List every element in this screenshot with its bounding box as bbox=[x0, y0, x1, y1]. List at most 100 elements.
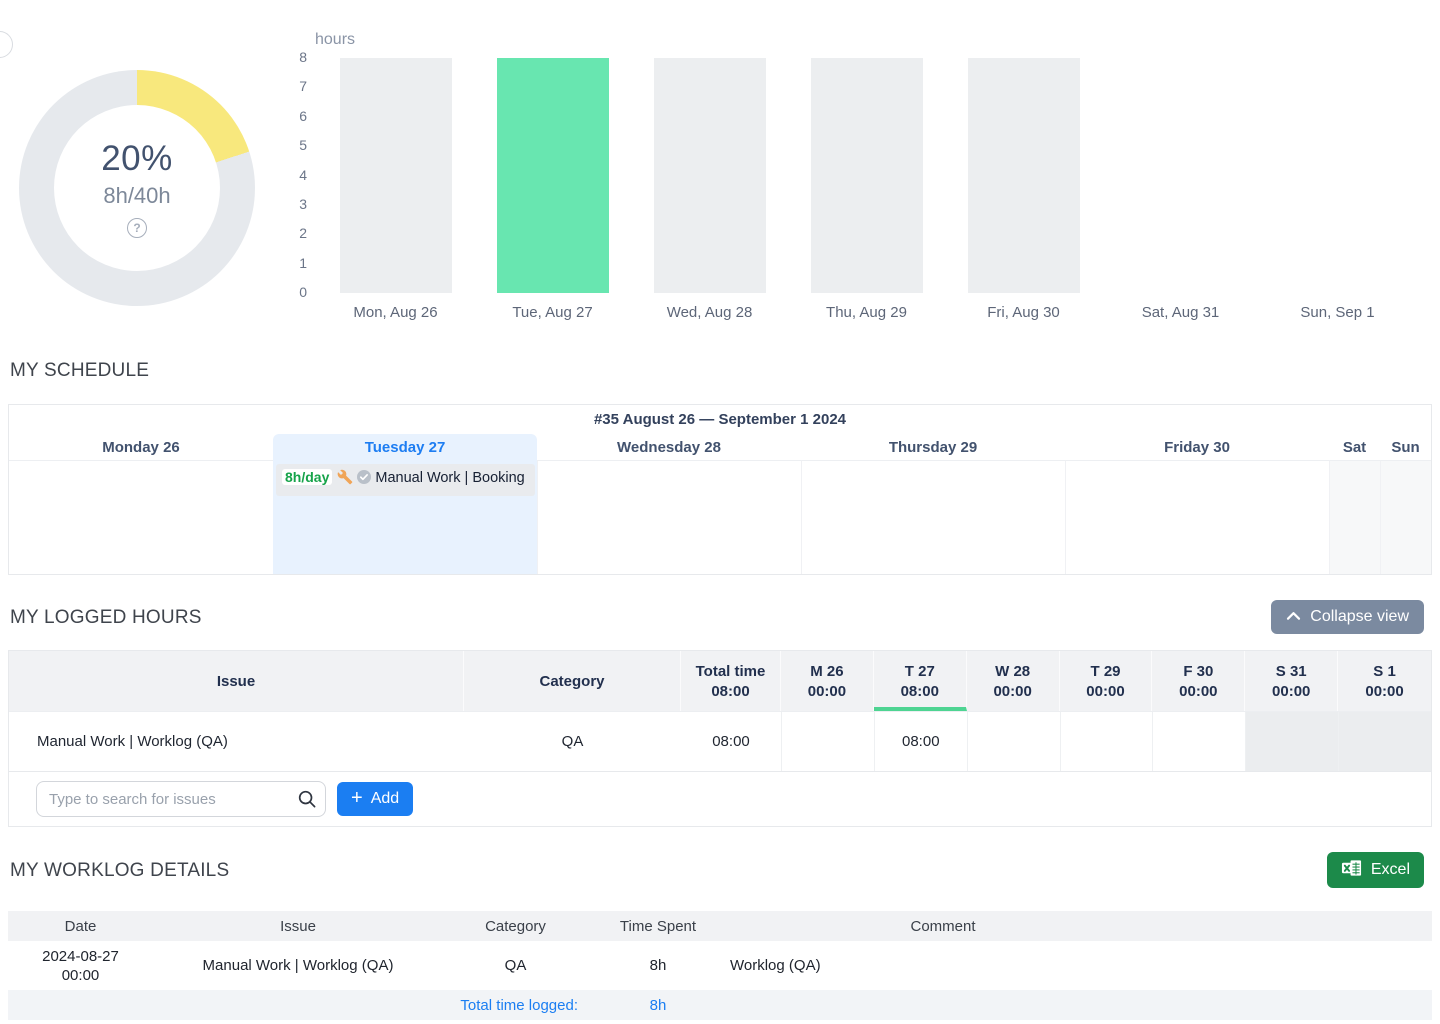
schedule-day-header[interactable]: Wednesday 28 bbox=[617, 438, 721, 456]
event-title: Manual Work | Booking bbox=[375, 470, 525, 486]
schedule-day-header[interactable]: Monday 26 bbox=[102, 438, 180, 456]
chart-day-label: Tue, Aug 27 bbox=[512, 304, 593, 321]
weekly-hours-chart: hours 8 7 6 5 4 3 2 1 0 Mon, Aug 26 Tue, Aug 27 We… bbox=[285, 30, 1437, 335]
total-time-logged-label: Total time logged: bbox=[460, 996, 578, 1014]
logged-day-header[interactable]: S 31 00:00 bbox=[1245, 651, 1339, 711]
chart-day-slot: Mon, Aug 26 bbox=[317, 58, 474, 321]
day-header-total: 00:00 bbox=[1272, 682, 1311, 700]
excel-icon bbox=[1341, 859, 1362, 882]
schedule-day-cell bbox=[537, 460, 801, 574]
bar-area bbox=[810, 58, 923, 293]
logged-day-cell[interactable] bbox=[1338, 712, 1431, 771]
logged-day-cell[interactable] bbox=[1059, 712, 1153, 771]
issue-search bbox=[36, 781, 326, 817]
logged-day-header[interactable]: T 29 00:00 bbox=[1060, 651, 1153, 711]
issue-column-header: Issue bbox=[9, 651, 464, 711]
worklog-time-spent: 8h bbox=[649, 957, 667, 974]
schedule-day-headers: Monday 26 Tuesday 27 Wednesday 28 Thursday … bbox=[9, 434, 1431, 460]
y-tick-label: 0 bbox=[299, 284, 307, 300]
chart-day-label: Thu, Aug 29 bbox=[826, 304, 907, 321]
schedule-day-header[interactable]: Tuesday 27 bbox=[273, 434, 537, 460]
logged-day-header[interactable]: S 1 00:00 bbox=[1338, 651, 1431, 711]
worklog-comment: Worklog (QA) bbox=[730, 957, 821, 974]
y-tick-label: 7 bbox=[299, 78, 307, 95]
schedule-body: 8h/day Manual Work | Booking bbox=[9, 460, 1431, 574]
donut-center: 20% 8h/40h ? bbox=[54, 105, 220, 271]
day-header-total: 00:00 bbox=[1365, 682, 1404, 700]
category-column-header: Category bbox=[464, 651, 681, 711]
collapse-view-button[interactable]: Collapse view bbox=[1271, 600, 1424, 634]
collapsed-panel-handle[interactable] bbox=[0, 31, 13, 58]
collapse-view-label: Collapse view bbox=[1310, 608, 1409, 625]
chevron-up-icon bbox=[1286, 608, 1301, 626]
worklog-row: 2024-08-27 00:00 Manual Work | Worklog (… bbox=[8, 941, 1432, 990]
logged-day-header[interactable]: M 26 00:00 bbox=[781, 651, 874, 711]
week-range-label: #35 August 26 — September 1 2024 bbox=[593, 411, 847, 428]
add-worklog-button[interactable]: + Add bbox=[337, 782, 414, 816]
total-time-label: Total time bbox=[695, 662, 766, 680]
logged-day-cell[interactable] bbox=[1245, 712, 1339, 771]
chart-day-label: Mon, Aug 26 bbox=[353, 304, 438, 321]
worklog-footer-row: Total time logged: 8h bbox=[8, 990, 1432, 1020]
schedule-day-header[interactable]: Sun bbox=[1391, 438, 1420, 456]
logged-day-cell[interactable]: 08:00 bbox=[873, 712, 967, 771]
comment-column-header: Comment bbox=[910, 917, 976, 935]
total-time-logged-value: 8h bbox=[649, 996, 667, 1014]
worklog-section-title: MY WORKLOG DETAILS bbox=[10, 860, 230, 881]
chart-day-label: Sat, Aug 31 bbox=[1141, 304, 1220, 321]
chart-day-label: Wed, Aug 28 bbox=[666, 304, 753, 321]
logged-day-cell[interactable] bbox=[966, 712, 1060, 771]
issue-search-input[interactable] bbox=[36, 781, 326, 817]
logged-day-header[interactable]: F 30 00:00 bbox=[1152, 651, 1246, 711]
chart-day-label: Sun, Sep 1 bbox=[1300, 304, 1375, 321]
day-header-label: F 30 bbox=[1183, 662, 1214, 680]
total-time-column-header: Total time 08:00 bbox=[681, 651, 781, 711]
chart-day-slot: Thu, Aug 29 bbox=[788, 58, 945, 321]
day-header-label: S 31 bbox=[1275, 662, 1307, 680]
logged-hours-header-row: Issue Category Total time 08:00 M 26 00:0… bbox=[9, 651, 1431, 711]
bar-area bbox=[496, 58, 609, 293]
logged-hours-table: Issue Category Total time 08:00 M 26 00:0… bbox=[8, 650, 1432, 827]
logged-day-header[interactable]: W 28 00:00 bbox=[967, 651, 1060, 711]
logged-hours-bar bbox=[496, 58, 609, 293]
issue-column-header: Issue bbox=[280, 917, 316, 935]
schedule-table: #35 August 26 — September 1 2024 Monday … bbox=[8, 404, 1432, 575]
schedule-day-cell: 8h/day Manual Work | Booking bbox=[273, 460, 537, 574]
schedule-event-chip[interactable]: 8h/day Manual Work | Booking bbox=[276, 464, 535, 496]
schedule-section-title: MY SCHEDULE bbox=[10, 360, 150, 381]
chart-day-label: Fri, Aug 30 bbox=[987, 304, 1060, 321]
schedule-day-cell bbox=[1329, 460, 1380, 574]
allocation-badge: 8h/day bbox=[282, 469, 333, 485]
y-tick-label: 8 bbox=[299, 49, 307, 65]
logged-hours-section-title: MY LOGGED HOURS bbox=[10, 607, 202, 628]
worklog-details-table: Date Issue Category Time Spent Comment 2… bbox=[8, 911, 1432, 1020]
progress-percent: 20% bbox=[101, 138, 173, 178]
excel-button-label: Excel bbox=[1370, 861, 1410, 878]
weekly-progress-donut: 20% 8h/40h ? bbox=[19, 70, 255, 306]
bar-area bbox=[339, 58, 452, 293]
logged-hours-row: Manual Work | Worklog (QA) QA 08:00 08:0… bbox=[9, 711, 1431, 771]
chart-day-slot: Wed, Aug 28 bbox=[631, 58, 788, 321]
bar-area bbox=[1282, 58, 1394, 293]
row-issue[interactable]: Manual Work | Worklog (QA) bbox=[37, 733, 228, 750]
search-icon[interactable] bbox=[297, 789, 317, 814]
logged-day-header[interactable]: T 27 08:00 bbox=[873, 651, 967, 711]
schedule-day-cell bbox=[801, 460, 1065, 574]
day-header-label: S 1 bbox=[1373, 662, 1396, 680]
schedule-day-header[interactable]: Friday 30 bbox=[1164, 438, 1230, 456]
scheduled-hours-bar bbox=[810, 58, 923, 293]
logged-day-cell[interactable] bbox=[781, 712, 874, 771]
schedule-day-header[interactable]: Thursday 29 bbox=[888, 438, 978, 456]
schedule-day-cell bbox=[1380, 460, 1431, 574]
day-header-total: 00:00 bbox=[1179, 682, 1218, 700]
y-tick-label: 1 bbox=[299, 254, 307, 271]
schedule-day-header[interactable]: Sat bbox=[1342, 438, 1367, 456]
help-question-icon[interactable]: ? bbox=[127, 217, 147, 238]
time-spent-column-header: Time Spent bbox=[619, 917, 697, 935]
chart-day-slot: Sat, Aug 31 bbox=[1102, 58, 1259, 321]
worklog-issue[interactable]: Manual Work | Worklog (QA) bbox=[202, 957, 394, 974]
logged-day-cell[interactable] bbox=[1152, 712, 1245, 771]
export-excel-button[interactable]: Excel bbox=[1326, 852, 1424, 888]
y-axis-label: hours bbox=[315, 31, 356, 48]
